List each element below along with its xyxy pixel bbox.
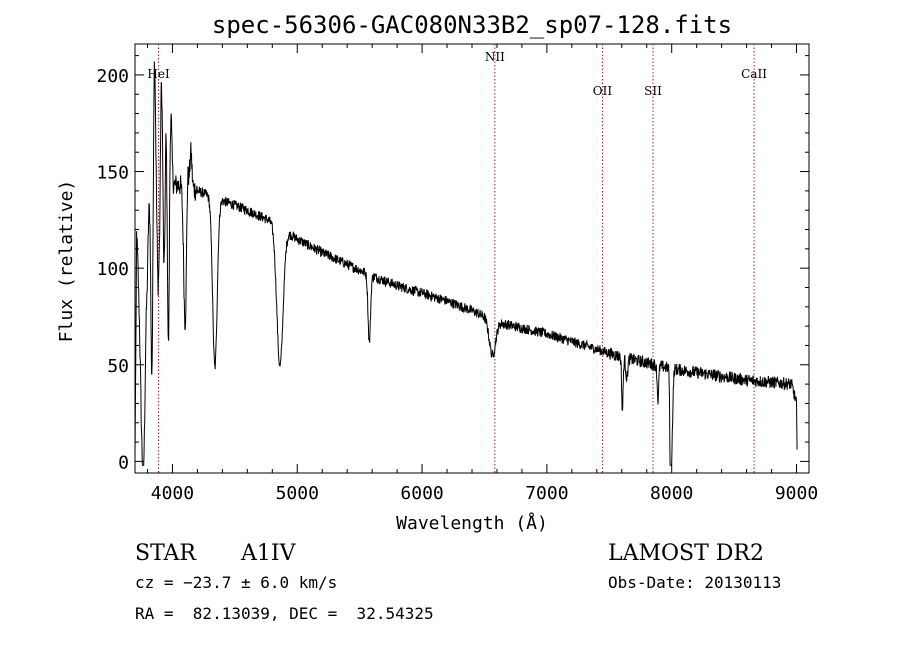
survey-label: LAMOST DR2 bbox=[608, 541, 764, 566]
x-tick-label: 9000 bbox=[775, 483, 818, 504]
y-tick-label: 100 bbox=[96, 259, 129, 280]
redshift-info: cz = −23.7 ± 6.0 km/s bbox=[135, 573, 337, 592]
chart-title: spec-56306-GAC080N33B2_sp07-128.fits bbox=[212, 11, 732, 39]
marker-label-caii: CaII bbox=[741, 67, 767, 81]
y-axis-label: Flux (relative) bbox=[56, 180, 77, 343]
marker-label-nii: NII bbox=[485, 50, 505, 64]
x-tick-label: 5000 bbox=[276, 483, 319, 504]
x-tick-label: 4000 bbox=[151, 483, 194, 504]
spectrum-line bbox=[134, 61, 798, 466]
x-tick-label: 7000 bbox=[525, 483, 568, 504]
plot-frame bbox=[134, 43, 810, 474]
coordinates-info: RA = 82.13039, DEC = 32.54325 bbox=[135, 604, 434, 623]
marker-label-sii: SII bbox=[644, 84, 662, 98]
y-tick-label: 50 bbox=[107, 356, 129, 377]
object-class: STAR bbox=[135, 541, 197, 566]
marker-label-hei: HeI bbox=[147, 67, 170, 81]
line-markers: HeI NII OII SII CaII bbox=[147, 44, 767, 473]
y-tick-label: 200 bbox=[96, 66, 129, 87]
x-tick-label: 6000 bbox=[400, 483, 443, 504]
obs-date: Obs-Date: 20130113 bbox=[608, 573, 781, 592]
x-tick-label: 8000 bbox=[650, 483, 693, 504]
y-tick-label: 150 bbox=[96, 163, 129, 184]
x-axis-label: Wavelength (Å) bbox=[396, 512, 548, 534]
object-subclass: A1IV bbox=[240, 541, 297, 566]
marker-label-oii: OII bbox=[593, 84, 613, 98]
axis-ticks: 4000 5000 6000 7000 8000 9000 0 50 100 150 200 bbox=[96, 44, 818, 504]
y-tick-label: 0 bbox=[118, 452, 129, 473]
